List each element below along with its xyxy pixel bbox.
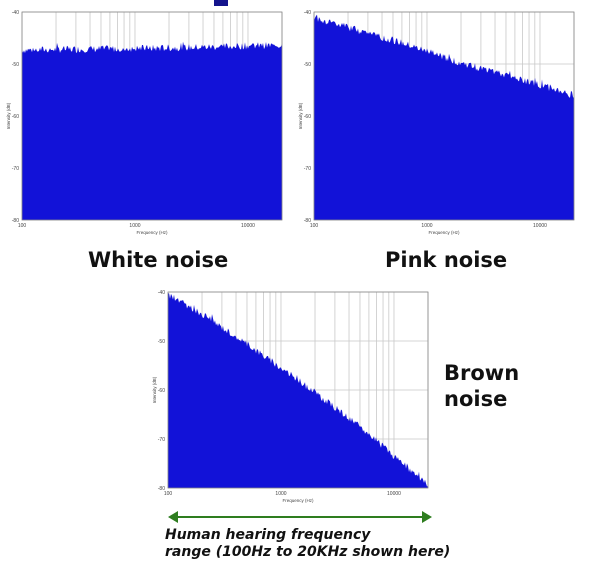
y-tick-label: -80 — [304, 218, 311, 224]
label-brown-noise: Brown noise — [444, 360, 519, 412]
y-tick-label: -80 — [12, 218, 19, 224]
label-white-noise: White noise — [88, 248, 229, 272]
caption-line1: Human hearing frequency — [165, 527, 371, 543]
x-axis-label: Frequency (Hz) — [136, 230, 168, 235]
x-tick-label: 100 — [18, 223, 27, 229]
y-tick-label: -40 — [304, 10, 311, 16]
series-area — [314, 14, 574, 221]
plot-frame — [21, 11, 283, 221]
x-tick-label: 100 — [164, 491, 173, 497]
arrow-shape — [168, 511, 432, 523]
plot-frame — [313, 11, 575, 221]
hearing-range-arrow — [168, 511, 432, 523]
y-tick-label: -50 — [12, 62, 19, 68]
x-tick-label: 1000 — [421, 223, 432, 229]
title-fragment — [214, 0, 228, 6]
y-tick-label: -50 — [158, 339, 165, 345]
x-axis-label: Frequency (Hz) — [282, 498, 314, 503]
label-brown-line1: Brown — [444, 361, 520, 385]
x-tick-label: 10000 — [241, 223, 255, 229]
y-axis-label: Intensity (dB) — [298, 102, 303, 129]
x-axis-label: Frequency (Hz) — [428, 230, 460, 235]
y-tick-label: -60 — [12, 114, 19, 120]
x-tick-label: 10000 — [387, 491, 401, 497]
y-tick-label: -70 — [12, 166, 19, 172]
y-tick-label: -70 — [304, 166, 311, 172]
x-tick-label: 1000 — [129, 223, 140, 229]
y-tick-label: -70 — [158, 437, 165, 443]
y-tick-label: -60 — [158, 388, 165, 394]
y-tick-label: -40 — [12, 10, 19, 16]
y-axis-label: Intensity (dB) — [6, 102, 11, 129]
x-tick-label: 100 — [310, 223, 319, 229]
series-area — [168, 292, 428, 488]
y-tick-label: -80 — [158, 486, 165, 492]
label-pink-noise: Pink noise — [385, 248, 508, 272]
x-tick-label: 10000 — [533, 223, 547, 229]
hearing-range-caption: Human hearing frequency range (100Hz to … — [165, 527, 450, 561]
series-area — [22, 41, 282, 221]
x-tick-label: 1000 — [275, 491, 286, 497]
caption-line2: range (100Hz to 20KHz shown here) — [165, 544, 451, 560]
y-axis-label: Intensity (dB) — [152, 376, 157, 403]
label-brown-line2: noise — [444, 387, 508, 411]
plot-frame — [167, 291, 429, 489]
y-tick-label: -60 — [304, 114, 311, 120]
y-tick-label: -50 — [304, 62, 311, 68]
y-tick-label: -40 — [158, 290, 165, 296]
